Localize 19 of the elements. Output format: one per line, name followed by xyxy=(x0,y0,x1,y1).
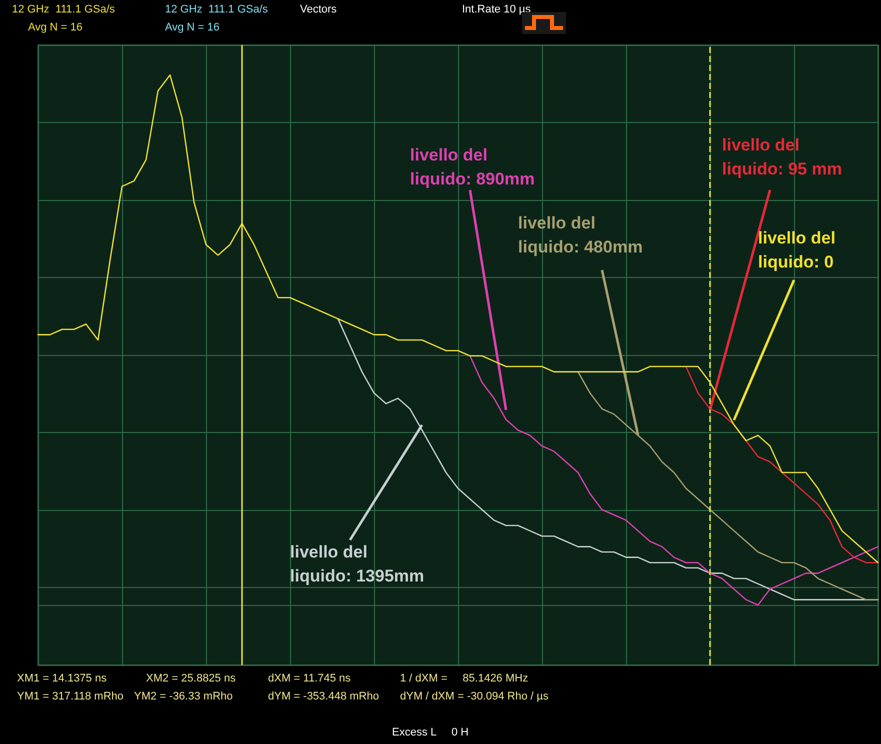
text: 1 / dXM = 85.1426 MHz xyxy=(400,672,528,684)
text: livello del liquido: 1395mm xyxy=(290,542,424,586)
text: livello del liquido: 480mm xyxy=(518,214,643,256)
text: livello del liquido: 0 xyxy=(758,228,836,272)
text: XM2 = 25.8825 ns xyxy=(146,672,236,684)
text: dYM / dXM = -30.094 Rho / µs xyxy=(400,690,549,702)
text: dYM = -353.448 mRho xyxy=(268,690,379,702)
text: YM1 = 317.118 mRho xyxy=(17,690,124,702)
text: XM1 = 14.1375 ns xyxy=(17,672,108,684)
text: Excess L 0 H xyxy=(392,726,469,738)
text: Avg N = 16 xyxy=(165,22,220,34)
text: livello del liquido: 890mm xyxy=(410,146,535,188)
text: 12 GHz 111.1 GSa/s xyxy=(165,4,268,16)
text: dXM = 11.745 ns xyxy=(268,672,352,684)
text: livello del liquido: 95 mm xyxy=(722,136,842,178)
text: 12 GHz 111.1 GSa/s xyxy=(12,4,116,16)
text: Vectors xyxy=(300,4,338,16)
text: Avg N = 16 xyxy=(28,22,83,34)
text: YM2 = -36.33 mRho xyxy=(134,690,233,702)
